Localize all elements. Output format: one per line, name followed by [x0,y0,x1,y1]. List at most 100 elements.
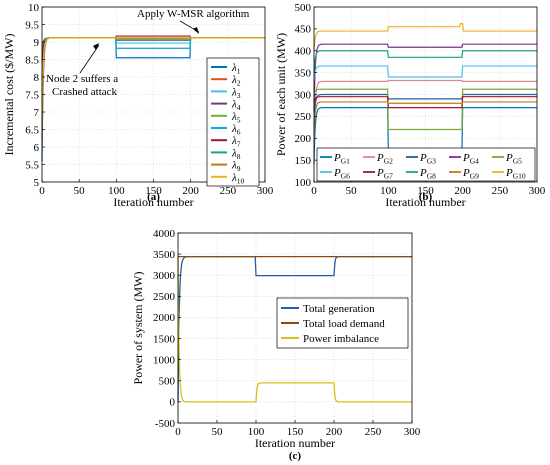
panel-caption: (c) [289,450,302,462]
legend-entry-2: Total load demand [303,318,385,330]
series-line-10 [313,23,537,51]
y-tick-label: 2000 [153,312,176,324]
legend-entry-3: Power imbalance [303,333,379,345]
legend-entry-2: λ2 [231,74,241,88]
x-tick-label: 300 [257,185,274,197]
x-tick-label: 150 [145,185,162,197]
x-tick-label: 200 [182,185,199,197]
annotation-wmsr: Apply W-MSR algorithm [137,8,250,20]
series-line-5 [313,88,537,131]
y-tick-label: 3500 [153,249,176,261]
legend-entry-2: PG2 [376,152,393,166]
y-tick-label: 300 [295,89,312,101]
series-line-10 [41,37,265,113]
legend-entry-7: PG7 [376,167,393,181]
legend-entry-5: PG5 [505,152,522,166]
legend-entry-3: PG3 [419,152,436,166]
y-tick-label: 2500 [153,291,176,303]
x-tick-label: 300 [404,426,421,438]
arrowhead [93,43,99,50]
y-tick-label: 6.5 [25,124,39,136]
x-tick-label: 100 [380,185,397,197]
series-line-6 [313,65,537,82]
y-tick-label: 5 [34,177,40,189]
x-tick-label: 200 [454,185,471,197]
legend-entry-1: λ1 [231,62,241,76]
y-tick-label: 8.5 [25,54,39,66]
legend-box [316,147,536,182]
series-line-8 [313,50,537,73]
legend-entry-6: λ6 [231,123,241,137]
legend-entry-3: λ3 [231,86,241,100]
annotation-attack-line1: Node 2 suffers a [46,73,118,85]
y-tick-label: 1500 [153,333,176,345]
y-tick-label: -500 [155,418,176,430]
x-tick-label: 150 [417,185,434,197]
series-line-9 [313,101,537,134]
x-tick-label: 300 [529,185,546,197]
y-tick-label: 150 [295,155,312,167]
x-tick-label: 50 [212,426,224,438]
x-tick-label: 50 [346,185,358,197]
y-axis-label: Incremental cost ($/MW) [2,34,16,156]
series-line-2 [313,79,537,143]
y-tick-label: 7 [34,107,40,119]
y-axis-label: Power of each unit (MW) [274,33,288,156]
y-tick-label: 350 [295,67,312,79]
arrowhead [193,27,199,35]
legend-entry-8: λ8 [231,147,241,161]
legend-entry-1: Total generation [303,303,375,315]
series-line-3 [313,93,537,126]
x-tick-label: 250 [365,426,382,438]
y-tick-label: 0 [170,397,176,409]
y-tick-label: 8 [34,72,40,84]
y-tick-label: 7.5 [25,89,39,101]
legend-entry-9: PG9 [462,167,479,181]
x-tick-label: 0 [39,185,45,197]
panel-caption: (a) [147,191,160,203]
x-tick-label: 50 [74,185,86,197]
legend-entry-4: λ4 [231,99,241,113]
legend-entry-10: PG10 [505,167,526,181]
x-axis-label: Iteration number [255,436,335,450]
y-tick-label: 4000 [153,228,176,240]
y-axis-label: Power of system (MW) [131,272,145,385]
y-tick-label: 250 [295,111,312,123]
legend-entry-5: λ5 [231,111,241,125]
y-tick-label: 450 [295,24,312,36]
y-tick-label: 1000 [153,354,176,366]
chart-panel-1: 0 50 100 150 200 250 300 5 5.5 6 6.5 7 7.5 8 8.5 9 9.5 10… [2,2,274,209]
x-tick-label: 0 [175,426,181,438]
x-tick-label: 200 [326,426,343,438]
legend-entry-10: λ10 [231,172,245,186]
panel-caption: (b) [419,191,433,203]
legend-entry-7: λ7 [231,135,241,149]
y-tick-label: 400 [295,46,312,58]
annotation-attack-line2: Crashed attack [52,86,118,98]
legend-entry-9: λ9 [231,160,241,174]
y-tick-label: 6 [34,142,40,154]
x-axis-label: Iteration number [385,195,465,209]
x-tick-label: 150 [287,426,304,438]
x-tick-label: 250 [220,185,237,197]
y-tick-label: 200 [295,133,312,145]
legend-entry-4: PG4 [462,152,479,166]
series-line-3 [177,256,412,403]
legend-entry-8: PG8 [419,167,436,181]
y-tick-label: 100 [295,177,312,189]
y-tick-label: 500 [295,2,312,14]
y-tick-label: 500 [159,376,176,388]
chart-panel-2: 0 50 100 150 200 250 300 100 150 200 250 300 350 400 4… [274,2,546,209]
y-tick-label: 3000 [153,270,176,282]
x-axis-label: Iteration number [113,195,193,209]
y-tick-label: 5.5 [25,159,39,171]
y-tick-label: 9 [34,37,40,49]
series-line-4 [313,43,537,113]
legend-entry-1: PG1 [333,152,350,166]
legend-entry-6: PG6 [333,167,350,181]
x-tick-label: 0 [311,185,317,197]
x-tick-label: 250 [492,185,509,197]
x-tick-label: 100 [108,185,125,197]
y-tick-label: 9.5 [25,19,39,31]
